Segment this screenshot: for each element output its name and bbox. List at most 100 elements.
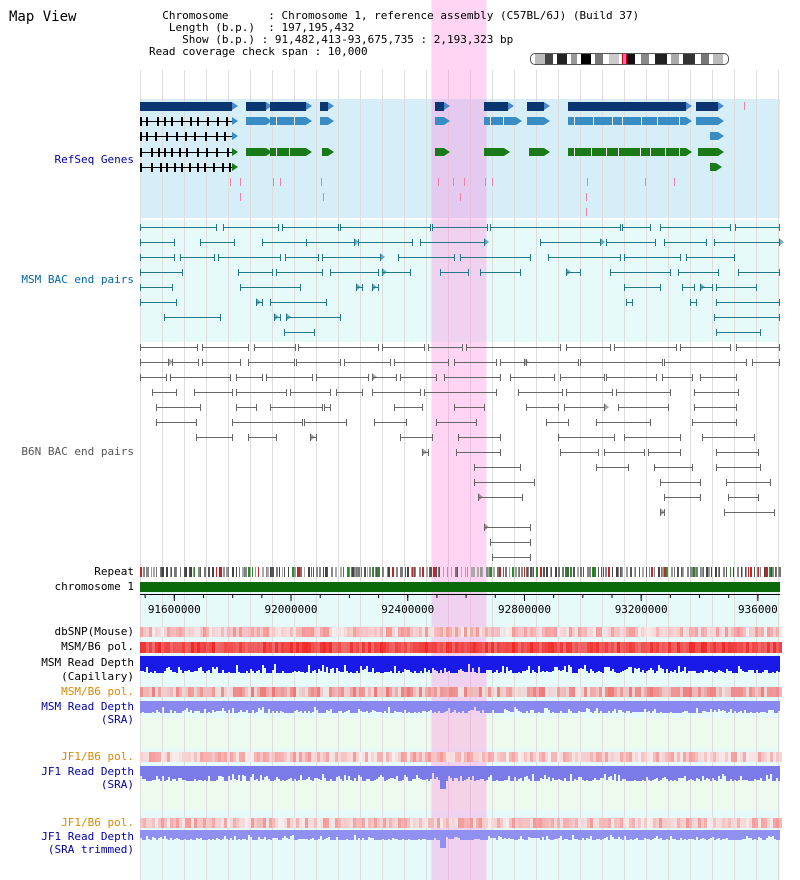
jf1-sra-bar (470, 766, 472, 780)
b6n-end (232, 434, 233, 441)
repeat-element (443, 567, 444, 577)
b6n-end (172, 359, 173, 366)
msm-sra-bar (540, 701, 542, 713)
msm-pol2-cell (545, 687, 548, 697)
track-label-jf1-depth-sra-1[interactable]: JF1 Read Depth (41, 765, 134, 778)
jf1-sra-bar (382, 766, 384, 777)
track-label-jf1-depth-sra-2[interactable]: (SRA) (100, 778, 134, 791)
jf1-trim-bar (552, 830, 554, 840)
track-label-msm-bac[interactable]: MSM BAC end pairs (21, 273, 134, 286)
track-label-dbsnp[interactable]: dbSNP(Mouse) (54, 625, 134, 638)
msm-pol2-cell (428, 687, 431, 697)
track-label-b6n-bac[interactable]: B6N BAC end pairs (21, 445, 134, 458)
dbsnp-cell (398, 627, 401, 637)
jf1-sra-bar (384, 766, 386, 781)
jf1-trim-bar (772, 830, 774, 836)
ideogram-position-marker[interactable] (621, 54, 627, 64)
jf1-trim-bar (278, 830, 280, 840)
msm-depth-bar (752, 656, 754, 670)
msm-pol2-cell (557, 687, 560, 697)
dbsnp-cell (611, 627, 614, 637)
track-label-msm-b6-pol-2[interactable]: MSM/B6 pol. (61, 685, 134, 698)
jf1-pol-cell (761, 752, 764, 762)
jf1-trim-bar (724, 830, 726, 839)
msm-depth-bar (236, 656, 238, 665)
chromosome-ideogram[interactable] (530, 53, 729, 65)
b6n-end (560, 374, 561, 381)
msm-depth-bar (336, 656, 338, 668)
b6n-end (610, 344, 611, 351)
msm-pol2-cell (683, 687, 686, 697)
exon-split (294, 117, 295, 125)
track-label-msm-b6-pol-1[interactable]: MSM/B6 pol. (61, 640, 134, 653)
msm-pol-cell (683, 642, 686, 653)
gene-exon (710, 163, 716, 171)
msm-depth-bar (608, 656, 610, 667)
track-label-msm-depth-cap-2[interactable]: (Capillary) (61, 670, 134, 683)
msm-end (712, 284, 713, 291)
track-label-jf1-depth-trim-2[interactable]: (SRA trimmed) (47, 843, 134, 856)
track-label-jf1-b6-pol-2[interactable]: JF1/B6 pol. (61, 816, 134, 829)
msm-pol2-cell (608, 687, 611, 697)
track-label-refseq[interactable]: RefSeq Genes (54, 153, 134, 166)
msm-sra-bar (588, 701, 590, 709)
dbsnp-cell (341, 627, 344, 637)
msm-sra-bar (510, 701, 512, 712)
repeat-element (565, 567, 567, 577)
msm-pol-cell (575, 642, 578, 653)
msm-end (690, 299, 691, 306)
track-label-msm-depth-cap-1[interactable]: MSM Read Depth (41, 656, 134, 669)
dbsnp-cell (524, 627, 527, 637)
msm-depth-bar (658, 656, 660, 665)
dbsnp-cell (230, 627, 233, 637)
b6n-end (322, 404, 323, 411)
b6n-end (680, 344, 681, 351)
jf1-sra-bar (768, 766, 770, 779)
repeat-element (573, 567, 575, 577)
jf1-sra-bar (174, 766, 176, 779)
dbsnp-cell (290, 627, 293, 637)
dbsnp-cell (665, 627, 668, 637)
dbsnp-cell (221, 627, 224, 637)
track-label-repeat[interactable]: Repeat (94, 565, 134, 578)
gene-exon (181, 117, 183, 126)
track-label-chromosome[interactable]: chromosome 1 (54, 580, 134, 593)
track-label-jf1-depth-trim-1[interactable]: JF1 Read Depth (41, 830, 134, 843)
jf1-pol-cell (425, 752, 428, 762)
jf1-sra-bar (594, 766, 596, 778)
dbsnp-cell (299, 627, 302, 637)
msm-pol2-cell (503, 687, 506, 697)
jf1-trim-bar (170, 830, 172, 838)
repeat-element (692, 567, 693, 577)
gene-exon (246, 102, 266, 111)
msm-depth-bar (678, 656, 680, 666)
msm-sra-bar (308, 701, 310, 711)
jf1-pol-cell (308, 752, 311, 762)
gene-exon (222, 163, 224, 172)
msm-end (412, 239, 413, 246)
msm-pol2-cell (518, 687, 521, 697)
msm-sra-bar (320, 701, 322, 713)
jf1-sra-bar (304, 766, 306, 780)
msm-sra-bar (300, 701, 302, 711)
jf1-sra-bar (514, 766, 516, 777)
jf1-pol-cell (515, 752, 518, 762)
msm-depth-bar (624, 656, 626, 670)
jf1-sra-bar (428, 766, 430, 781)
msm-depth-bar (500, 656, 502, 672)
msm-depth-bar (292, 656, 294, 672)
msm-sra-bar (720, 701, 722, 711)
msm-depth-bar (740, 656, 742, 669)
repeat-element (361, 567, 362, 577)
msm-end (460, 254, 461, 261)
track-label-msm-depth-sra-1[interactable]: MSM Read Depth (41, 700, 134, 713)
track-label-msm-depth-sra-2[interactable]: (SRA) (100, 713, 134, 726)
msm-pol2-cell (203, 687, 206, 697)
msm-depth-bar (476, 656, 478, 673)
msm-pol-cell (410, 642, 413, 653)
msm-pol-cell (515, 642, 518, 653)
repeat-element (151, 567, 152, 577)
track-label-jf1-b6-pol-1[interactable]: JF1/B6 pol. (61, 750, 134, 763)
jf1-pol-cell (335, 752, 338, 762)
